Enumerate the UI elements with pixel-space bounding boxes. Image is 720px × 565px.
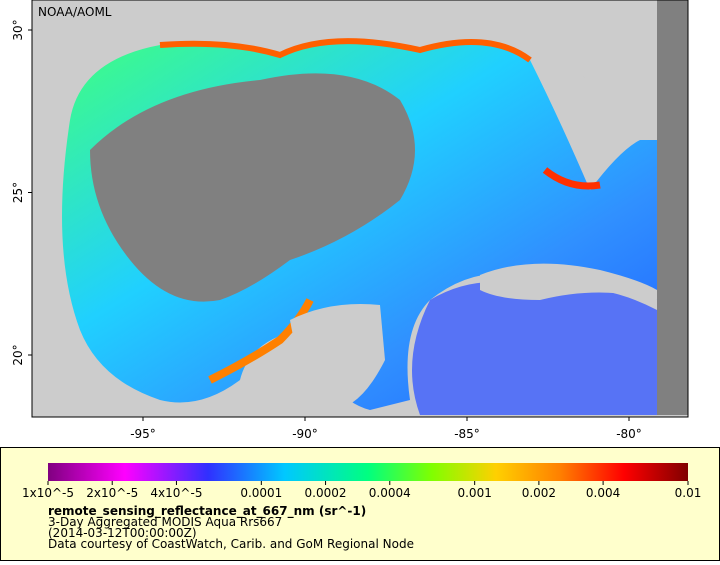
cuba	[480, 263, 657, 300]
variable: remote_sensing_reflectance_at_667_nm (sr…	[48, 504, 366, 519]
no-data	[90, 73, 415, 302]
lat-label: 25°	[11, 182, 25, 203]
lon-label: -85°	[454, 427, 480, 441]
yucatan	[290, 304, 385, 410]
colorbar-label: 0.001	[457, 486, 491, 500]
colorbar-label: 0.002	[522, 486, 556, 500]
legend-line: 3-Day Aggregated MODIS Aqua Rrs667	[48, 515, 282, 529]
coast-signal	[542, 167, 601, 190]
lon-label: -90°	[292, 427, 318, 441]
colorbar-label: 0.0002	[305, 486, 347, 500]
coast-signal	[208, 298, 314, 384]
watermark: NOAA/AOML	[38, 5, 112, 19]
no-data-strip	[657, 0, 688, 415]
colorbar-label: 4x10^-5	[150, 486, 202, 500]
lon-label: -80°	[616, 427, 642, 441]
map: NOAA/AOML	[31, 0, 689, 418]
colorbar-label: 1x10^-5	[22, 486, 74, 500]
colorbar-label: 0.0001	[240, 486, 282, 500]
lat-label: 20°	[11, 344, 25, 365]
legend: remote_sensing_reflectance_at_667_nm (sr…	[0, 447, 720, 561]
florida	[560, 0, 650, 130]
colorbar-label: 2x10^-5	[86, 486, 138, 500]
legend-line: Data courtesy of CoastWatch, Carib. and …	[48, 537, 414, 551]
caribbean-water	[412, 282, 657, 415]
lon-label: -95°	[130, 427, 156, 441]
colorbar-label: 0.01	[675, 486, 702, 500]
colorbar-label: 0.004	[586, 486, 620, 500]
colorbar-label: 0.0004	[369, 486, 411, 500]
map-frame	[31, 0, 689, 418]
coast-signal	[159, 38, 532, 63]
lat-label: 30°	[11, 19, 25, 40]
legend-line: (2014-03-12T00:00:00Z)	[48, 526, 197, 540]
colorbar	[48, 463, 688, 481]
